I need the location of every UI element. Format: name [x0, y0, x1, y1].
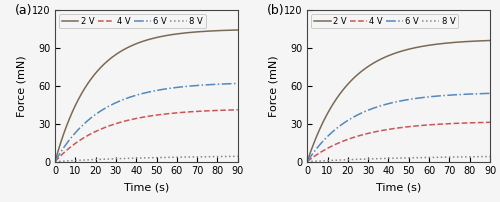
X-axis label: Time (s): Time (s): [124, 182, 169, 192]
Text: (a): (a): [15, 4, 32, 17]
Y-axis label: Force (mN): Force (mN): [268, 55, 278, 117]
Legend: 2 V, 4 V, 6 V, 8 V: 2 V, 4 V, 6 V, 8 V: [59, 14, 206, 28]
Legend: 2 V, 4 V, 6 V, 8 V: 2 V, 4 V, 6 V, 8 V: [312, 14, 458, 28]
Y-axis label: Force (mN): Force (mN): [16, 55, 26, 117]
X-axis label: Time (s): Time (s): [376, 182, 421, 192]
Text: (b): (b): [267, 4, 284, 17]
